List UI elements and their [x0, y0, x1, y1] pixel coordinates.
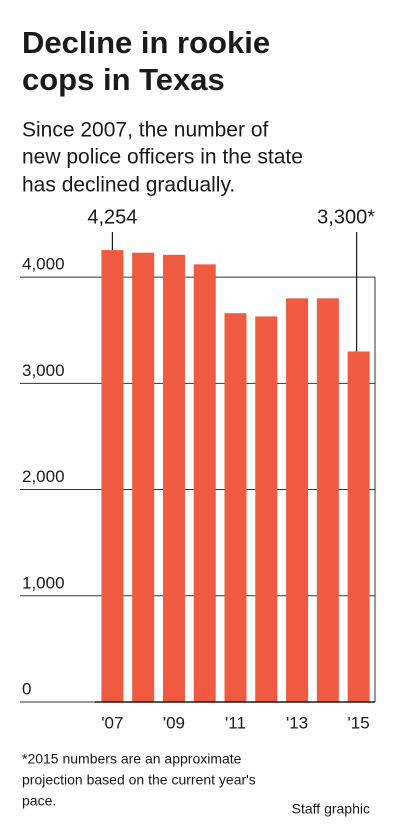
footnote: projection based on the current year's — [22, 772, 256, 788]
y-tick-label: 3,000 — [22, 361, 65, 380]
bar — [347, 351, 370, 702]
y-tick-label: 1,000 — [22, 573, 65, 592]
chart-title: cops in Texas — [22, 62, 225, 97]
x-tick-label: '13 — [286, 713, 308, 732]
chart-title: Decline in rookie — [22, 25, 270, 60]
x-tick-label: '11 — [225, 713, 246, 732]
credit: Staff graphic — [292, 801, 370, 817]
x-tick-label: '15 — [348, 713, 370, 732]
y-tick-label: 4,000 — [22, 255, 65, 274]
value-label: 4,254 — [87, 206, 137, 228]
bar — [162, 254, 185, 702]
bar — [224, 313, 247, 702]
bar — [132, 252, 155, 702]
x-tick-label: '09 — [163, 713, 185, 732]
subtitle: has declined gradually. — [22, 174, 235, 197]
footnote: *2015 numbers are an approximate — [22, 751, 242, 767]
y-tick-label: 2,000 — [22, 467, 65, 486]
x-tick-label: '07 — [101, 713, 123, 732]
value-label: 3,300* — [317, 206, 375, 228]
y-tick-label: 0 — [22, 679, 31, 698]
footnote: pace. — [22, 793, 56, 809]
bar — [193, 264, 216, 702]
bar — [255, 316, 278, 702]
bar — [101, 250, 124, 702]
bar — [316, 298, 339, 702]
subtitle: Since 2007, the number of — [22, 119, 268, 142]
subtitle: new police officers in the state — [22, 146, 303, 169]
bar — [286, 298, 309, 702]
